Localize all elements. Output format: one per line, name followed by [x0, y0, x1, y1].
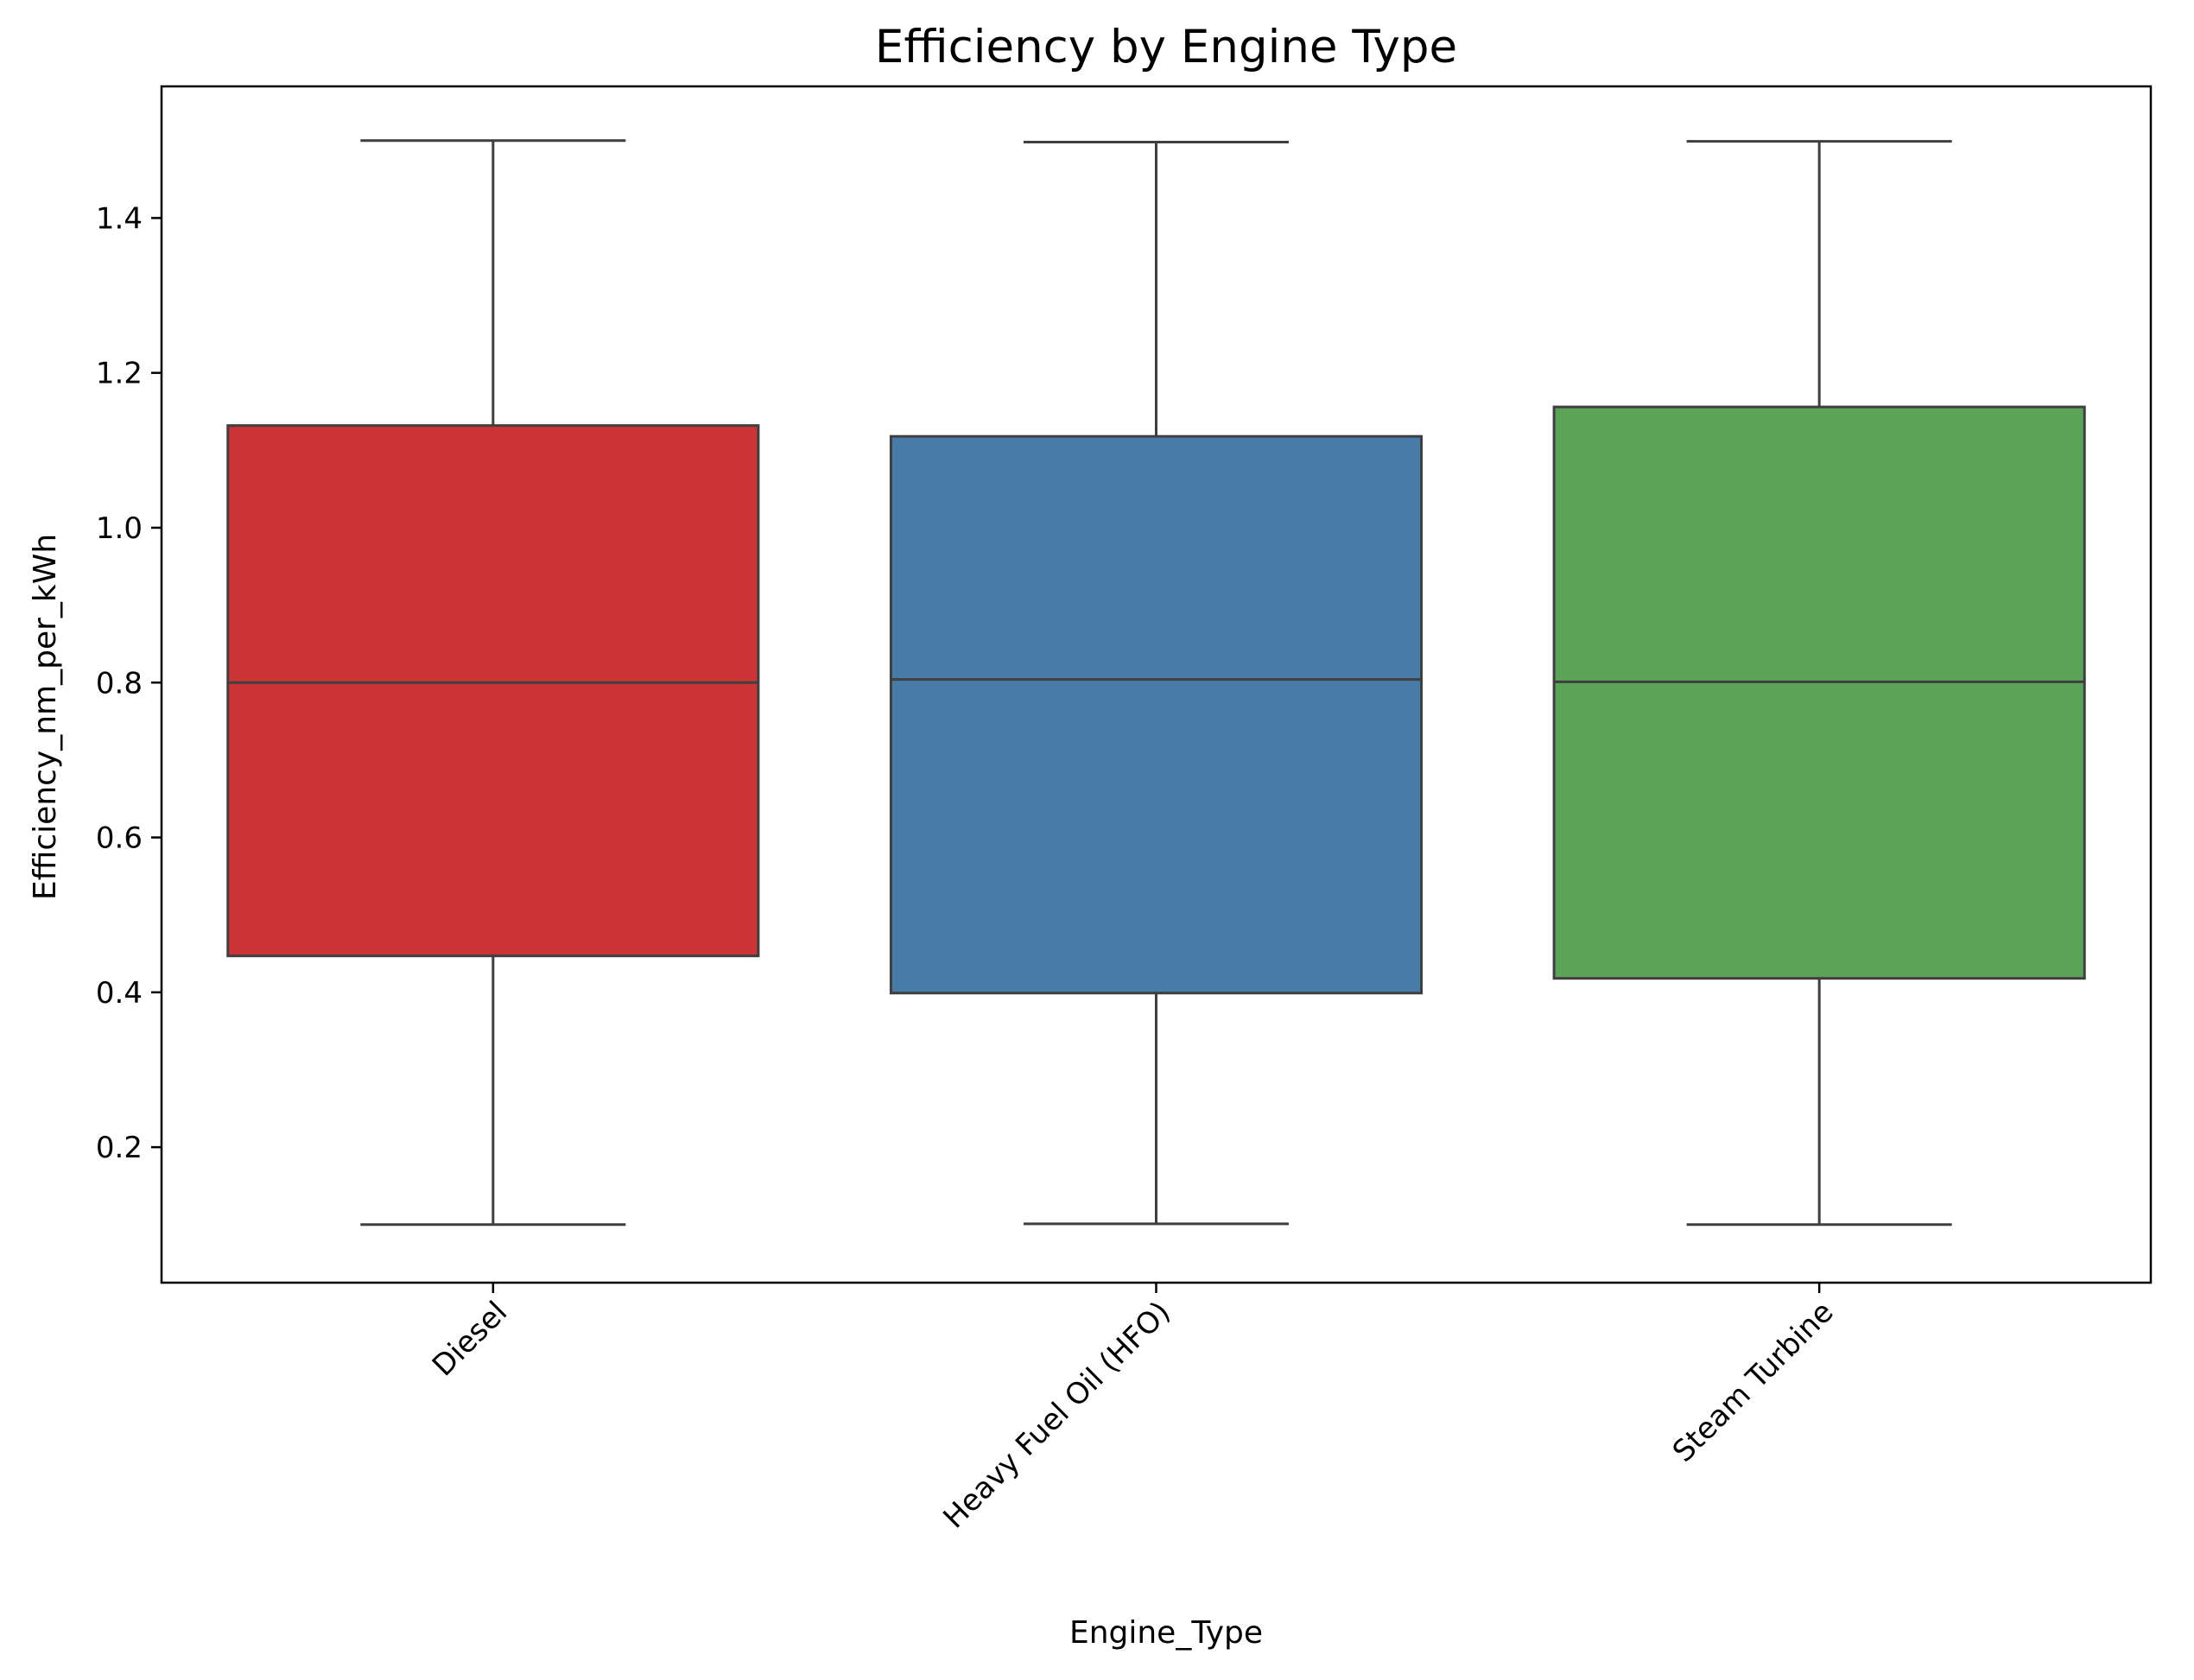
box-diesel: [226, 424, 760, 958]
x-tick-label: Diesel: [426, 1295, 514, 1383]
y-tick-label: 1.4: [96, 201, 143, 236]
y-tick-label: 1.0: [96, 511, 143, 546]
y-tick-label: 0.6: [96, 821, 143, 856]
y-tick-label: 0.2: [96, 1131, 143, 1165]
x-tick-label: Heavy Fuel Oil (HFO): [936, 1295, 1176, 1535]
chart-title: Efficiency by Engine Type: [875, 21, 1457, 73]
box-heavy-fuel-oil-hfo: [889, 434, 1424, 995]
box-steam-turbine: [1552, 405, 2086, 980]
y-axis-title: Efficiency_nm_per_kWh: [28, 534, 63, 900]
y-tick-label: 0.4: [96, 976, 143, 1011]
y-tick-label: 0.8: [96, 666, 143, 701]
x-axis-title: Engine_Type: [1069, 1615, 1263, 1651]
x-tick-label: Steam Turbine: [1666, 1295, 1841, 1469]
plot-area: 0.2 0.4 0.6 0.8 1.0 1.2 1.4 Diesel Heavy Fuel Oi…: [96, 85, 2153, 1535]
y-tick-label: 1.2: [96, 357, 143, 391]
